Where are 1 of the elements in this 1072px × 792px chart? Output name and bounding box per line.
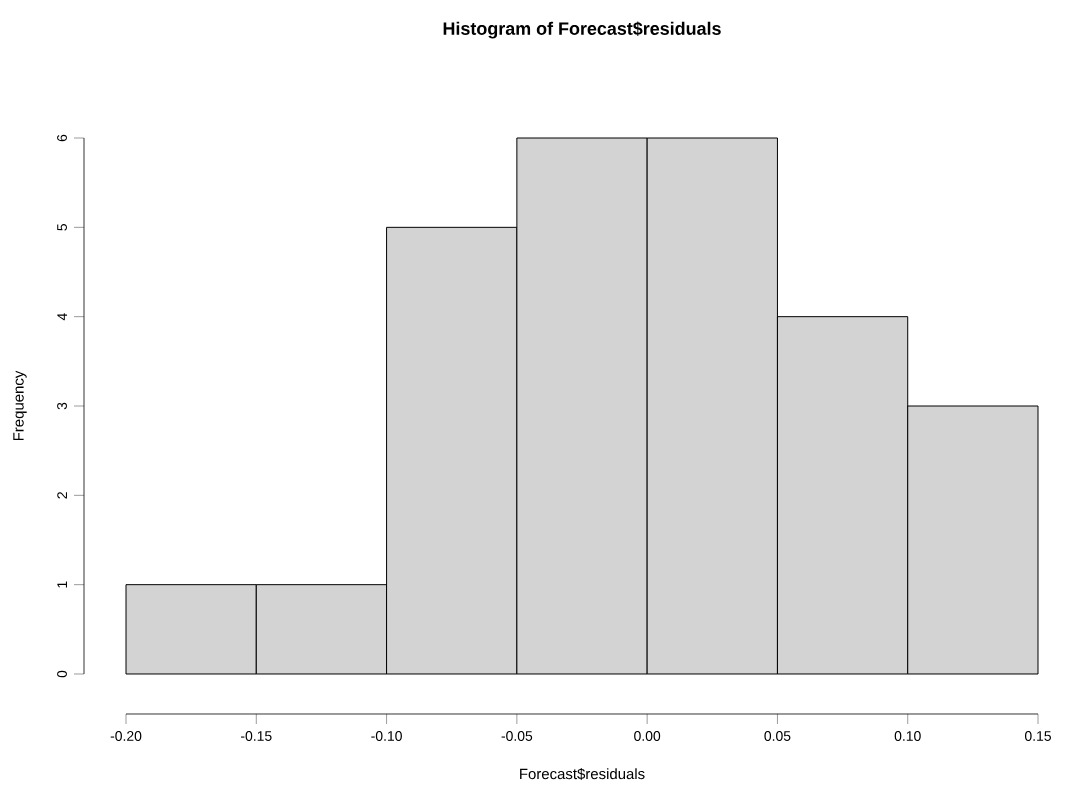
chart-title: Histogram of Forecast$residuals (443, 21, 721, 39)
